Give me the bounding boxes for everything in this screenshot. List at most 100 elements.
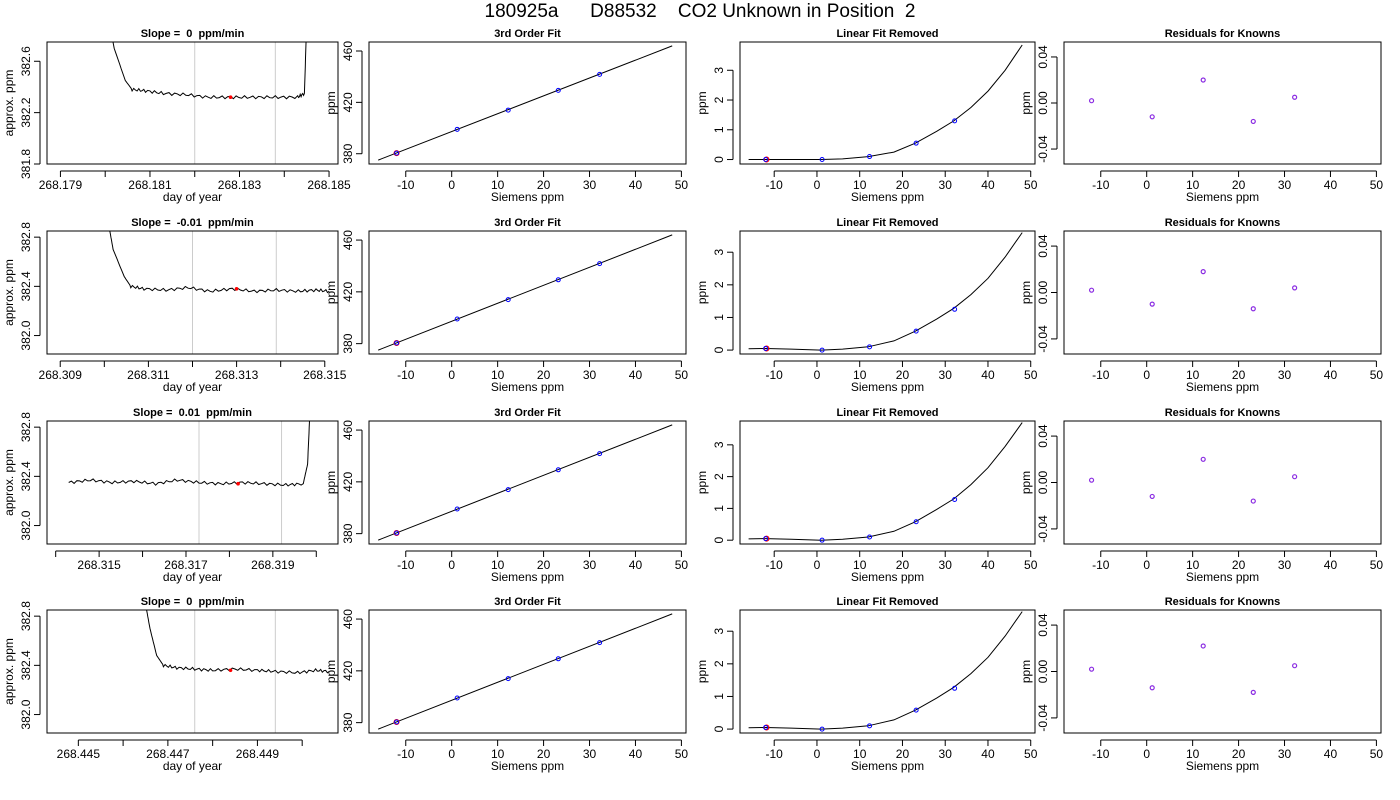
y-tick-label: 382.8: [19, 601, 33, 631]
plot-area: [378, 424, 673, 541]
residual-point: [1200, 77, 1206, 83]
x-tick-label: 268.317: [164, 558, 208, 572]
x-tick-label: 20: [1232, 178, 1246, 192]
known-point: [394, 719, 400, 725]
panel-r3-c4: Residuals for Knowns Siemens ppm ppm -10 0 10…: [1019, 407, 1383, 584]
y-tick-label: 0: [712, 725, 726, 732]
y-tick-label: 0.00: [1036, 280, 1050, 304]
x-tick-label: 10: [1186, 178, 1200, 192]
x-tick-label: -10: [766, 368, 784, 382]
panel-title: Linear Fit Removed: [836, 407, 938, 419]
plot-area: [378, 613, 673, 730]
x-tick-label: 30: [939, 558, 953, 572]
x-tick-label: 30: [939, 747, 953, 761]
y-tick-label: 1: [712, 505, 726, 512]
y-tick-label: 380: [341, 333, 355, 353]
x-axis-label: Siemens ppm: [1186, 759, 1259, 773]
x-tick-label: -10: [1092, 558, 1110, 572]
known-point: [867, 154, 873, 160]
x-tick-label: 50: [1370, 558, 1384, 572]
panel-title: Linear Fit Removed: [836, 596, 938, 608]
x-tick-label: 268.315: [303, 368, 347, 382]
y-tick-label: -0.04: [1036, 515, 1050, 543]
data-trace: [112, 42, 307, 100]
y-tick-label: 382.8: [19, 412, 33, 442]
known-point: [913, 140, 919, 146]
x-tick-label: 0: [1143, 558, 1150, 572]
known-point: [952, 685, 958, 691]
known-point: [394, 150, 400, 156]
plot-area: [112, 42, 307, 164]
x-axis-label: Siemens ppm: [491, 190, 564, 204]
known-point: [763, 724, 769, 730]
page-title: 180925a D88532 CO2 Unknown in Position 2: [484, 1, 916, 22]
x-tick-label: 268.447: [146, 747, 190, 761]
x-tick-label: 10: [491, 178, 505, 192]
y-axis-label: ppm: [695, 471, 709, 494]
panel-title: Slope = -0.01 ppm/min: [131, 217, 254, 229]
x-tick-label: 268.449: [236, 747, 280, 761]
known-point: [555, 277, 561, 283]
known-point: [597, 261, 603, 267]
y-tick-label: 382.0: [19, 699, 33, 729]
known-point: [913, 707, 919, 713]
y-tick-label: 420: [341, 282, 355, 302]
panel-title: 3rd Order Fit: [494, 28, 561, 40]
plot-frame: [368, 41, 687, 165]
residual-point: [1292, 663, 1298, 669]
x-tick-label: 50: [1024, 558, 1038, 572]
x-tick-label: 268.311: [127, 368, 170, 382]
y-tick-label: 460: [341, 41, 355, 61]
x-tick-label: 10: [1186, 368, 1200, 382]
panel-r2-c4: Residuals for Knowns Siemens ppm ppm -10 0 10…: [1019, 217, 1383, 394]
known-point: [819, 157, 825, 163]
y-tick-label: 380: [341, 143, 355, 163]
y-tick-label: 2: [712, 96, 726, 103]
panel-title: 3rd Order Fit: [494, 217, 561, 229]
y-tick-label: 420: [341, 92, 355, 112]
known-point: [597, 640, 603, 646]
x-tick-label: 20: [537, 178, 551, 192]
x-tick-label: -10: [397, 368, 415, 382]
known-point: [763, 536, 769, 542]
x-tick-label: 20: [537, 368, 551, 382]
residual-point: [1149, 114, 1155, 120]
residual-point: [1250, 689, 1256, 695]
known-point: [555, 87, 561, 93]
x-tick-label: 40: [1324, 178, 1338, 192]
x-tick-label: 40: [629, 178, 643, 192]
y-axis-label: approx. ppm: [2, 638, 16, 705]
y-tick-label: 2: [712, 660, 726, 667]
x-tick-label: 20: [896, 178, 910, 192]
y-axis-label: ppm: [1019, 471, 1033, 494]
known-point: [454, 695, 460, 701]
plot-area: [109, 231, 330, 354]
y-axis-label: ppm: [695, 281, 709, 304]
y-tick-label: 1: [712, 693, 726, 700]
data-trace: [146, 610, 330, 675]
x-axis-label: Siemens ppm: [491, 759, 564, 773]
x-tick-label: 50: [675, 178, 689, 192]
y-tick-label: 1: [712, 126, 726, 133]
panel-title: Slope = 0 ppm/min: [141, 28, 245, 40]
plot-area: [748, 44, 1023, 163]
panel-title: Linear Fit Removed: [836, 217, 938, 229]
x-tick-label: 0: [1143, 368, 1150, 382]
x-tick-label: 20: [537, 747, 551, 761]
x-tick-label: 30: [583, 747, 597, 761]
x-tick-label: 20: [1232, 368, 1246, 382]
y-tick-label: 3: [712, 249, 726, 256]
known-point: [952, 497, 958, 503]
x-tick-label: 40: [981, 178, 995, 192]
y-tick-label: 382.2: [19, 97, 33, 127]
residual-point: [1292, 94, 1298, 100]
x-axis-label: day of year: [163, 380, 222, 394]
fit-curve: [378, 424, 673, 541]
x-tick-label: 268.179: [39, 178, 83, 192]
plot-area: [748, 232, 1023, 353]
known-point: [763, 345, 769, 351]
x-tick-label: 40: [629, 368, 643, 382]
panel-title: Slope = 0 ppm/min: [141, 596, 245, 608]
